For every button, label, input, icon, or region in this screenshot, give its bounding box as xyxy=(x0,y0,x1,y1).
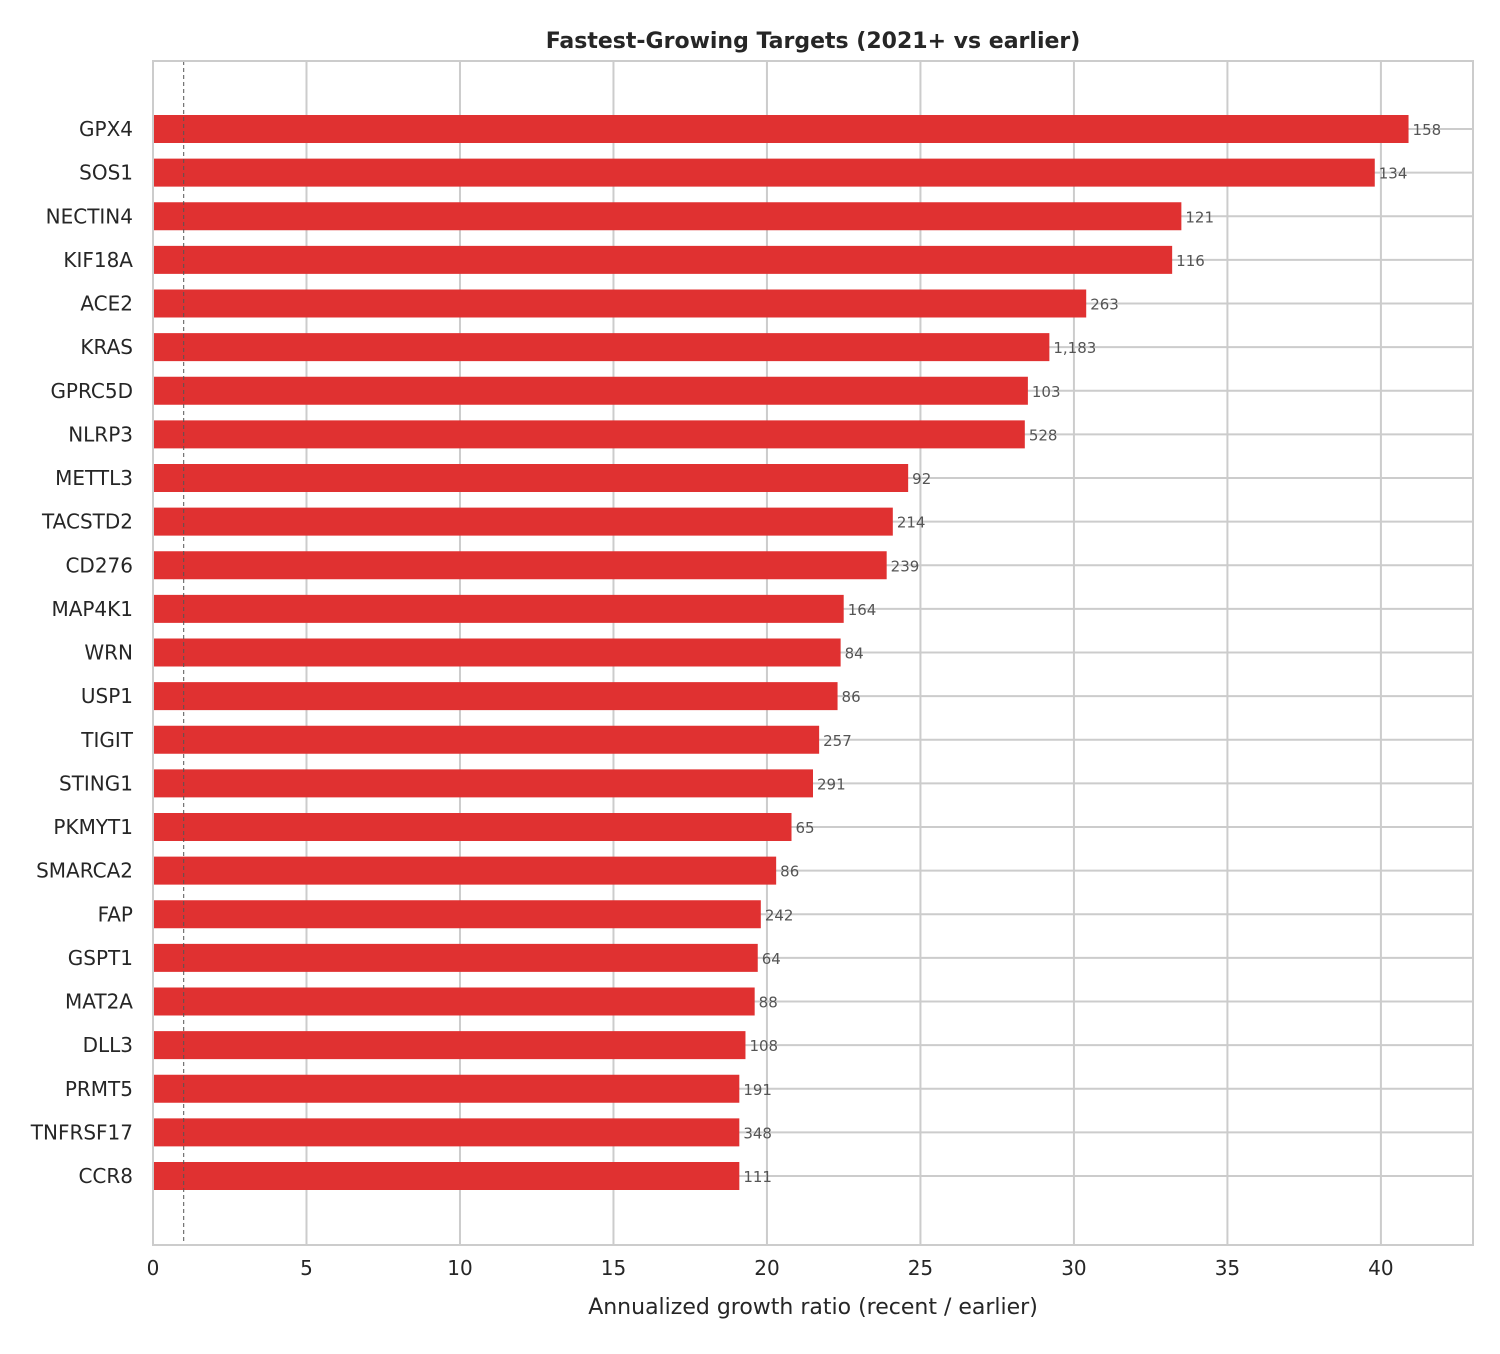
x-tick-label: 15 xyxy=(601,1256,626,1280)
data-label: 1,183 xyxy=(1053,339,1096,357)
y-tick-label: WRN xyxy=(84,641,133,665)
data-label: 239 xyxy=(891,557,920,575)
data-label: 214 xyxy=(897,514,926,532)
bar-nectin4 xyxy=(153,202,1182,231)
y-tick-label: STING1 xyxy=(59,771,133,795)
plot-frame xyxy=(152,60,1474,1246)
y-tick-label: KRAS xyxy=(80,335,133,359)
bar-gspt1 xyxy=(153,943,758,972)
data-label: 164 xyxy=(848,601,877,619)
data-label: 116 xyxy=(1176,252,1205,270)
data-label: 92 xyxy=(912,470,931,488)
bar-tacstd2 xyxy=(153,507,893,536)
y-tick-label: NECTIN4 xyxy=(46,204,133,228)
y-tick-label: GSPT1 xyxy=(68,946,133,970)
bar-smarca2 xyxy=(153,856,777,885)
data-label: 291 xyxy=(817,775,846,793)
y-tick-label: SOS1 xyxy=(79,161,133,185)
bar-ace2 xyxy=(153,289,1087,318)
bar-dll3 xyxy=(153,1031,746,1060)
y-tick-label: NLRP3 xyxy=(68,422,133,446)
data-label: 103 xyxy=(1032,383,1061,401)
bar-ccr8 xyxy=(153,1162,740,1190)
data-label: 86 xyxy=(780,863,799,881)
bar-sos1 xyxy=(153,158,1375,187)
y-tick-label: PRMT5 xyxy=(65,1077,133,1101)
bar-fap xyxy=(153,900,761,929)
y-tick-label: KIF18A xyxy=(63,248,133,272)
data-label: 158 xyxy=(1413,121,1442,139)
data-label: 242 xyxy=(765,906,794,924)
data-label: 64 xyxy=(762,950,781,968)
x-axis-label: Annualized growth ratio (recent / earlie… xyxy=(588,1295,1038,1320)
y-tick-label: MAP4K1 xyxy=(51,597,133,621)
data-label: 111 xyxy=(743,1168,772,1186)
y-tick-label: PKMYT1 xyxy=(53,815,133,839)
bar-gprc5d xyxy=(153,376,1028,405)
bar-kif18a xyxy=(153,245,1173,274)
data-label: 257 xyxy=(823,732,852,750)
bar-prmt5 xyxy=(153,1074,740,1103)
y-tick-label: USP1 xyxy=(81,684,133,708)
data-label: 348 xyxy=(743,1124,772,1142)
y-tick-label: CD276 xyxy=(65,553,133,577)
y-tick-label: CCR8 xyxy=(78,1164,133,1188)
bar-cd276 xyxy=(153,551,887,580)
y-tick-label: GPRC5D xyxy=(50,379,133,403)
y-tick-label: SMARCA2 xyxy=(36,859,133,883)
y-tick-label: TNFRSF17 xyxy=(30,1120,133,1144)
data-label: 528 xyxy=(1029,426,1058,444)
x-tick-label: 0 xyxy=(147,1256,160,1280)
chart-title: Fastest-Growing Targets (2021+ vs earlie… xyxy=(546,29,1081,54)
data-label: 263 xyxy=(1090,296,1119,314)
y-tick-label: ACE2 xyxy=(80,292,133,316)
x-tick-label: 35 xyxy=(1215,1256,1240,1280)
bar-tigit xyxy=(153,725,820,754)
y-tick-label: TIGIT xyxy=(80,728,134,752)
data-label: 108 xyxy=(749,1037,778,1055)
data-label: 121 xyxy=(1185,208,1214,226)
bar-wrn xyxy=(153,638,841,667)
data-label: 134 xyxy=(1379,165,1408,183)
bar-pkmyt1 xyxy=(153,813,792,841)
bar-map4k1 xyxy=(153,594,844,623)
x-tick-label: 20 xyxy=(754,1256,779,1280)
bar-mat2a xyxy=(153,987,755,1016)
y-tick-label: DLL3 xyxy=(83,1033,133,1057)
y-tick-label: TACSTD2 xyxy=(41,510,133,534)
data-label: 65 xyxy=(796,819,815,837)
x-tick-label: 25 xyxy=(908,1256,933,1280)
bar-tnfrsf17 xyxy=(153,1118,740,1147)
data-label: 84 xyxy=(845,645,864,663)
x-tick-label: 10 xyxy=(447,1256,472,1280)
data-label: 86 xyxy=(842,688,861,706)
x-tick-label: 5 xyxy=(300,1256,313,1280)
data-label: 191 xyxy=(743,1081,772,1099)
y-tick-label: METTL3 xyxy=(55,466,133,490)
y-tick-label: MAT2A xyxy=(65,990,133,1014)
x-tick-label: 30 xyxy=(1061,1256,1086,1280)
bar-gpx4 xyxy=(153,115,1409,143)
bar-sting1 xyxy=(153,769,813,798)
data-label: 88 xyxy=(759,994,778,1012)
bar-mettl3 xyxy=(153,464,909,492)
y-tick-label: GPX4 xyxy=(79,117,133,141)
y-tick-label: FAP xyxy=(98,902,133,926)
bar-kras xyxy=(153,333,1050,362)
bar-nlrp3 xyxy=(153,420,1025,449)
bar-usp1 xyxy=(153,682,838,711)
x-tick-label: 40 xyxy=(1368,1256,1393,1280)
